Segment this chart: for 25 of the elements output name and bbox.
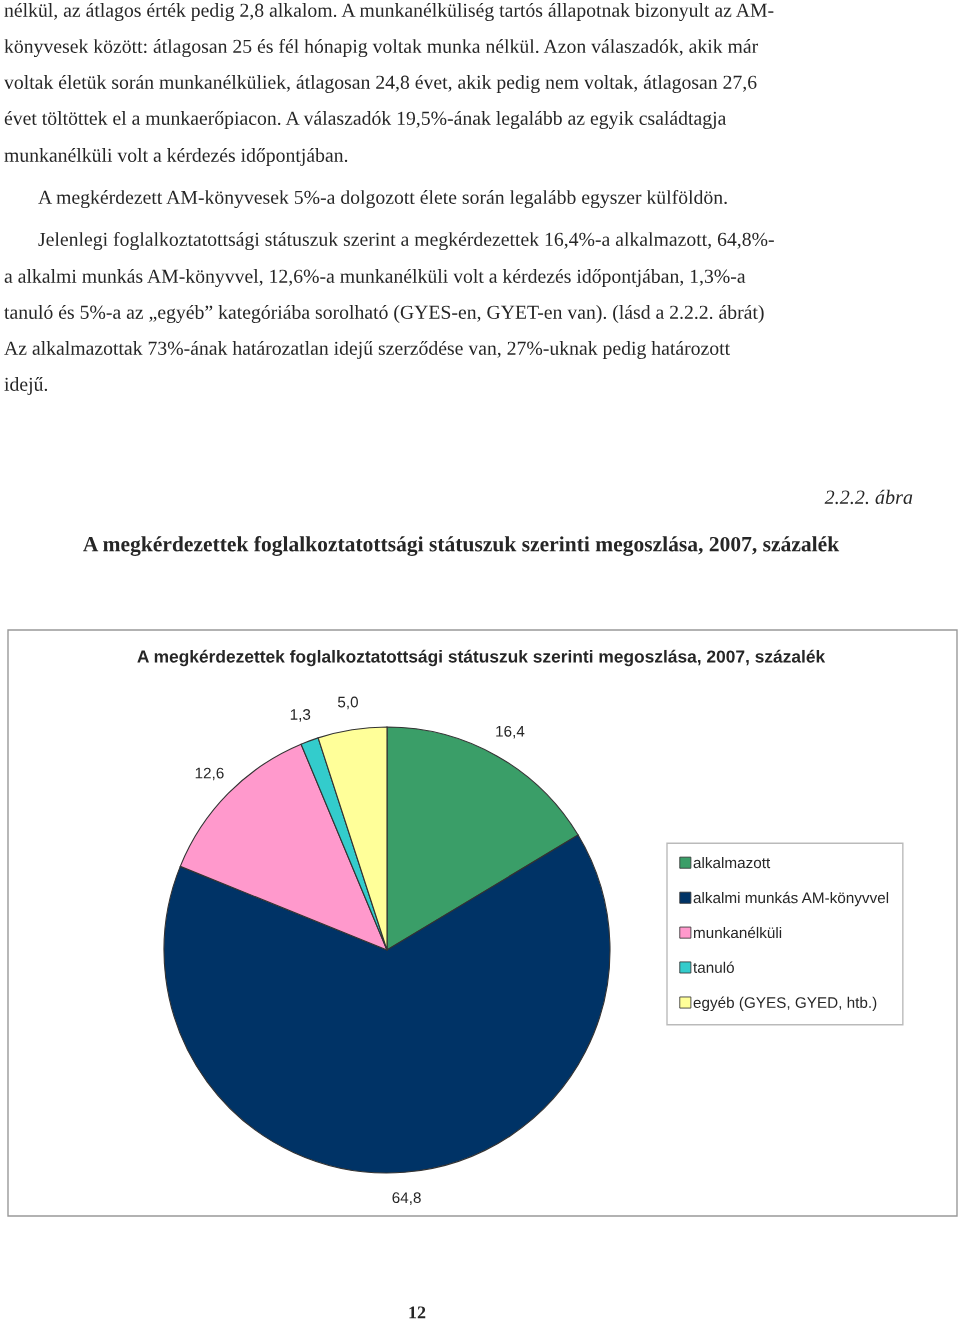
text: idejű.	[4, 377, 48, 395]
data-label: 5,0	[337, 696, 358, 710]
text: Az alkalmazottak 73%-ának határozatlan idejű szerződése van, 27%-uknak pedig határozott	[4, 341, 731, 359]
data-label: 1,3	[290, 709, 311, 722]
text: munkanélküli volt a kérdezés időpontjában.	[4, 148, 348, 166]
text: könyvesek között: átlagosan 25 és fél hónapig voltak munka nélkül. Azon válaszadók, akik már	[4, 38, 759, 58]
data-label: 12,6	[195, 767, 224, 781]
text: nélkül, az átlagos érték pedig 2,8 alkalom. A munkanélküliség tartós állapotnak bizonyult az AM-	[4, 3, 774, 21]
text: a alkalmi munkás AM-könyvvel, 12,6%-a munkanélküli volt a kérdezés időpontjában, 1,3%-a	[4, 269, 746, 287]
text: A megkérdezett AM-könyvesek 5%-a dolgozott élete során legalább egyszer külföldön.	[38, 189, 727, 209]
legend-label: munkanélküli	[693, 926, 782, 939]
data-label: 64,8	[392, 1192, 421, 1205]
legend-label: egyéb (GYES, GYED, htb.)	[693, 996, 877, 1012]
chart-title: A megkérdezettek foglalkoztatottsági státuszuk szerinti megoszlása, 2007, százalék	[137, 649, 826, 667]
text: voltak életük során munkanélküliek, átlagosan 24,8 évet, akik pedig nem voltak, átlagosan 27,6	[4, 75, 757, 93]
legend-label: alkalmazott	[693, 856, 771, 869]
text: 12	[409, 1306, 426, 1319]
legend-label: tanuló	[693, 961, 734, 973]
data-label: 16,4	[496, 725, 525, 739]
text: Jelenlegi foglalkoztatottsági státuszuk szerint a megkérdezettek 16,4%-a alkalmazott, 64,8%-	[38, 231, 774, 251]
text: 2.2.2. ábra	[824, 489, 913, 505]
text: tanuló és 5%-a az „egyéb” kategóriába sorolható (GYES-en, GYET-en van). (lásd a 2.2.2. ábrát)	[4, 305, 764, 323]
legend-label: alkalmi munkás AM-könyvvel	[693, 891, 889, 907]
text: évet töltöttek el a munkaerőpiacon. A válaszadók 19,5%-ának legalább az egyik családtagja	[4, 111, 727, 129]
chart-subtitle: A megkérdezettek foglalkoztatottsági státuszuk szerinti megoszlása, 2007, százalék	[83, 536, 840, 556]
